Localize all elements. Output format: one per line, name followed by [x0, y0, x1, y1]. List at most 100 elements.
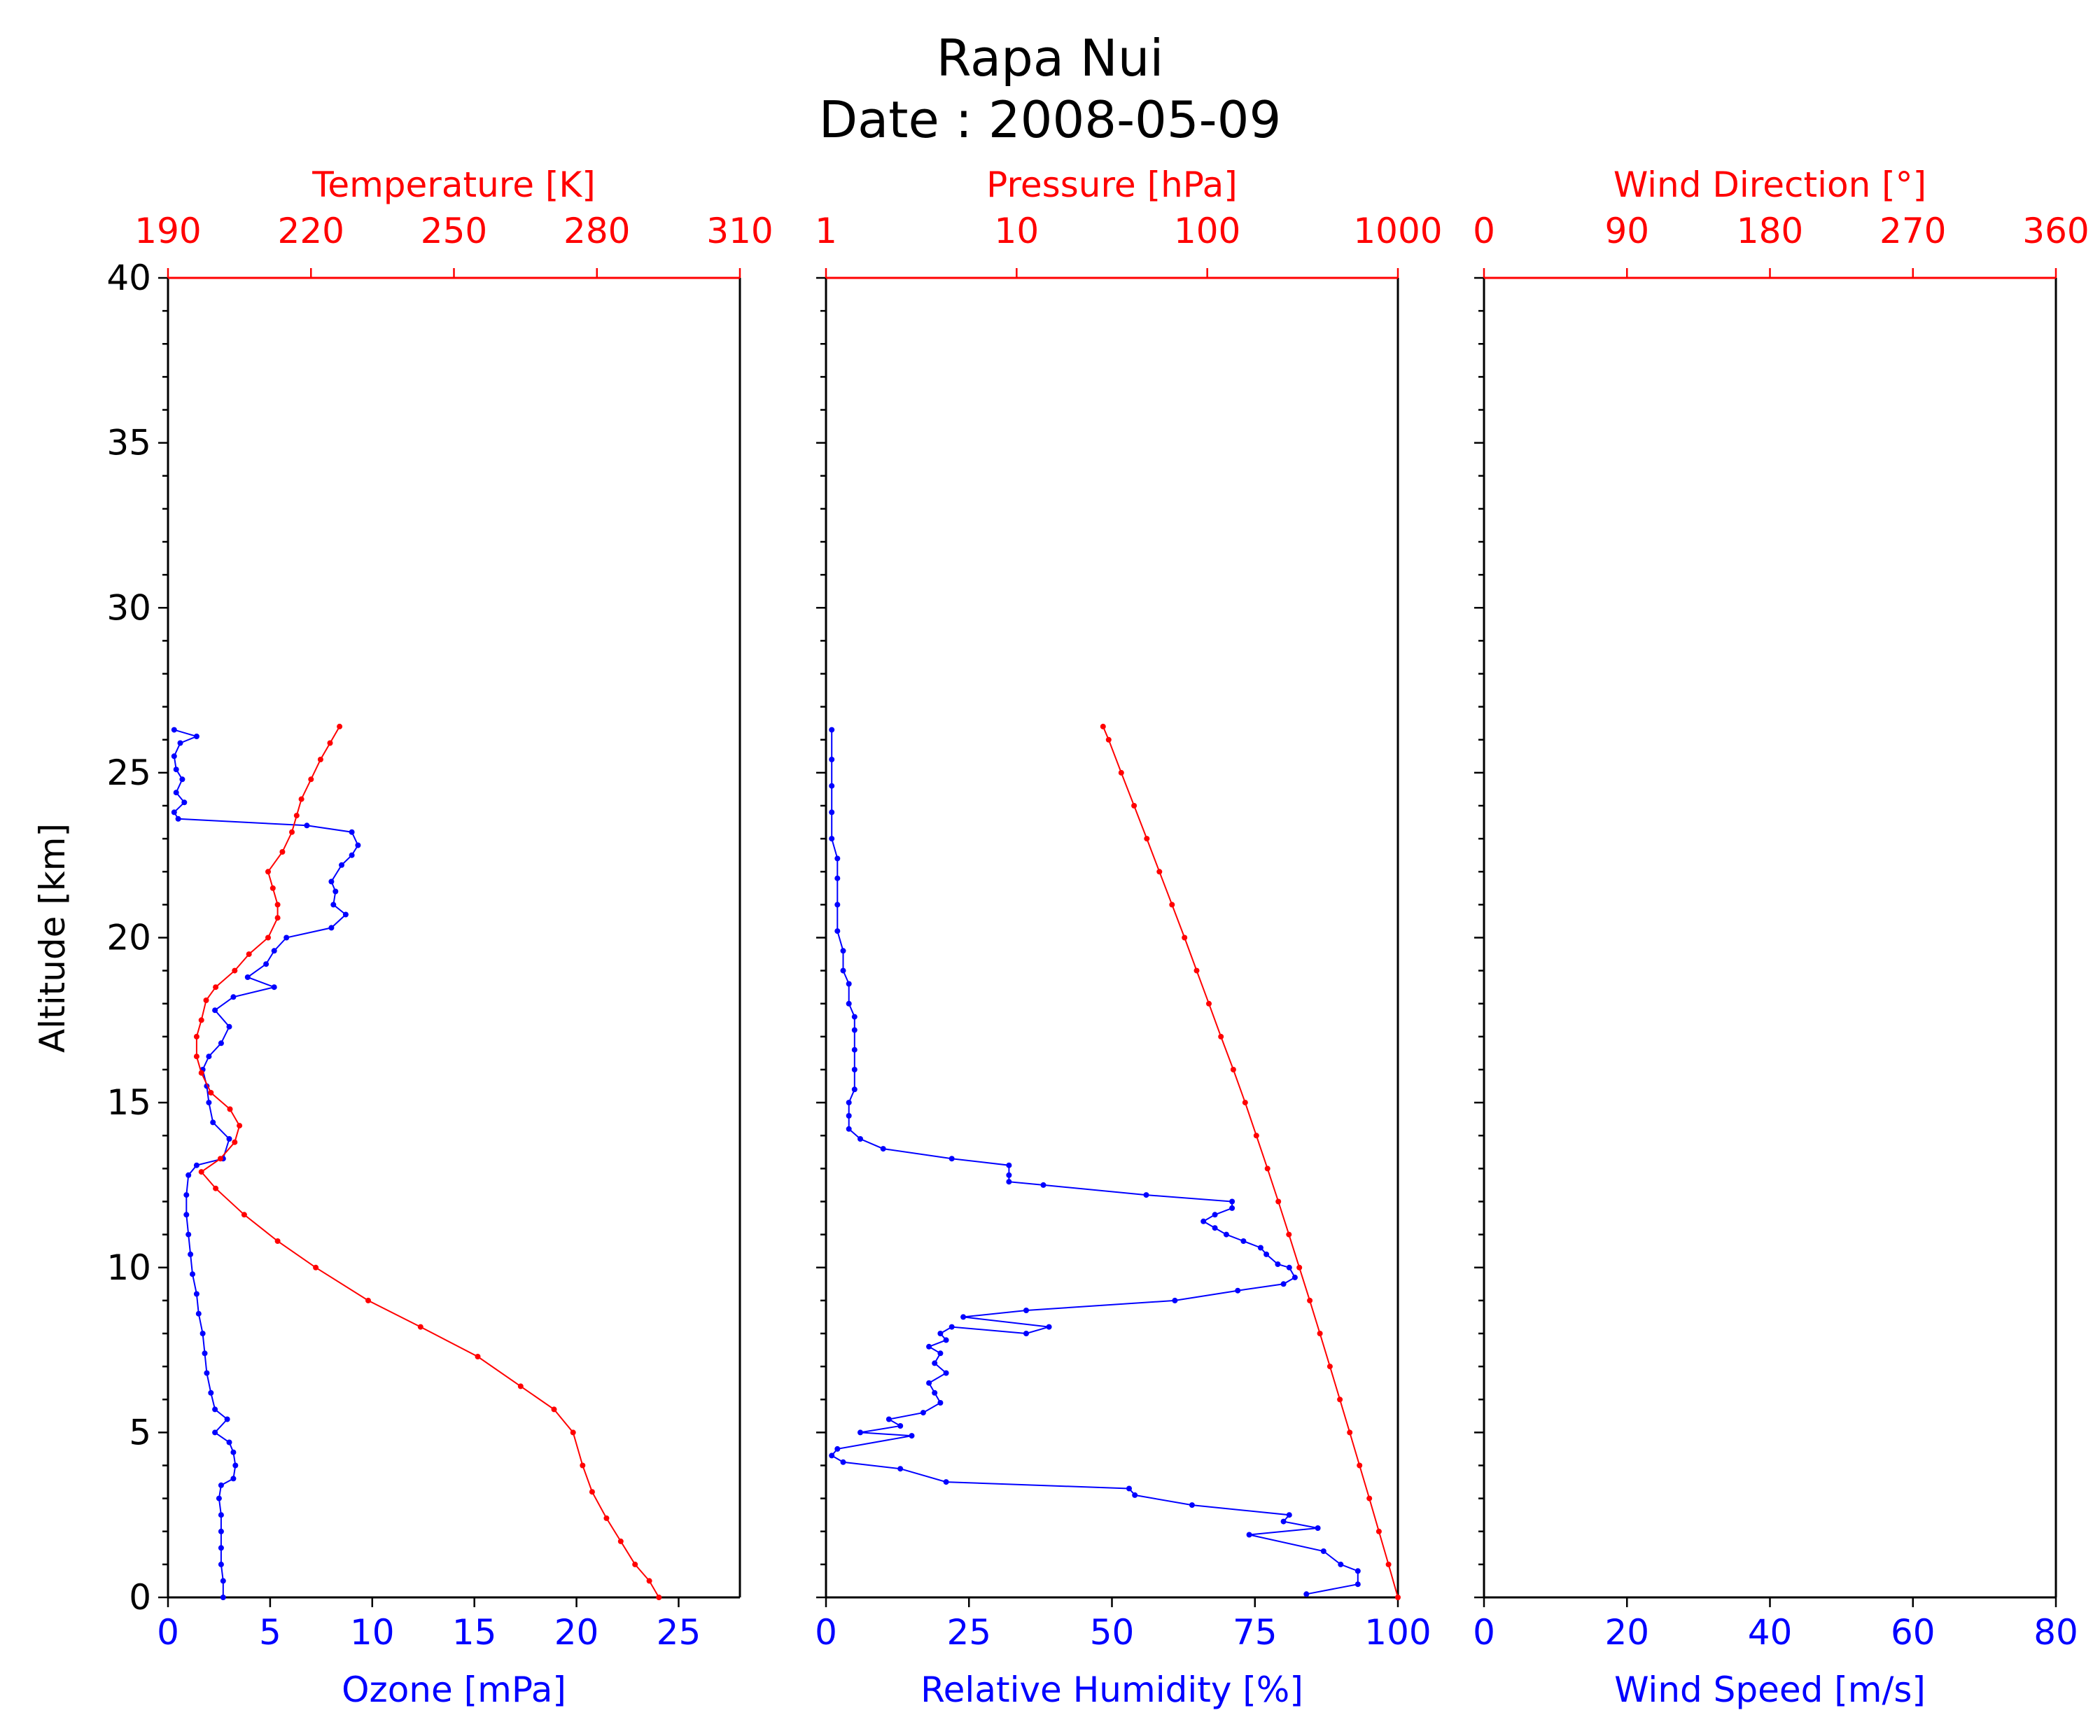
- series-point-0: [851, 1086, 858, 1093]
- series-point-0: [226, 1136, 232, 1142]
- series-point-1: [1218, 1033, 1224, 1040]
- x-bottom-tick-label: 75: [1233, 1612, 1278, 1653]
- series-point-0: [829, 1452, 835, 1459]
- x-top-axis-label: Temperature [K]: [312, 164, 595, 205]
- series-point-0: [1354, 1581, 1361, 1588]
- series-point-1: [1242, 1100, 1248, 1106]
- x-top-tick-label: 280: [564, 211, 630, 251]
- series-point-1: [570, 1429, 576, 1436]
- series-point-1: [1366, 1495, 1373, 1502]
- series-point-0: [208, 1390, 214, 1396]
- series-point-0: [342, 911, 349, 918]
- panel-wind: 0 20 40 60 80 Wind Speed [m/s] 0 90 180 270 360 Win…: [1473, 164, 2090, 1710]
- panel-ozone-temperature: 0 5 10 15 20 25 30 35 40 0 5 10 15 20 25 Ozone [mPa] 190…: [106, 164, 773, 1710]
- series-point-0: [886, 1416, 892, 1422]
- x-bottom-axis-label: Wind Speed [m/s]: [1614, 1670, 1926, 1710]
- series-point-0: [339, 862, 344, 868]
- x-top-tick-label: 360: [2022, 211, 2089, 251]
- series-point-1: [193, 1033, 200, 1040]
- series-point-1: [1264, 1166, 1270, 1172]
- y-tick-label: 25: [106, 752, 151, 793]
- x-top-tick-label: 90: [1604, 211, 1649, 251]
- series-point-0: [218, 1482, 224, 1488]
- series-point-0: [834, 928, 841, 934]
- x-bottom-tick-label: 5: [259, 1612, 281, 1653]
- series-point-1: [656, 1595, 662, 1600]
- y-tick-label: 35: [106, 423, 151, 463]
- series-point-0: [1223, 1231, 1229, 1238]
- series-point-0: [1023, 1331, 1029, 1336]
- series-point-1: [1385, 1561, 1392, 1567]
- series-point-0: [1286, 1264, 1292, 1270]
- x-bottom-tick-label: 0: [815, 1612, 837, 1653]
- series-point-0: [1338, 1561, 1344, 1567]
- series-point-1: [317, 757, 323, 762]
- series-point-0: [846, 1113, 852, 1119]
- series-point-0: [937, 1331, 944, 1336]
- series-point-0: [1212, 1212, 1218, 1218]
- series-point-1: [298, 796, 304, 802]
- x-top-tick-label: 0: [1473, 211, 1495, 251]
- series-point-1: [203, 997, 209, 1003]
- series-point-0: [188, 1251, 194, 1257]
- series-point-0: [1229, 1198, 1236, 1205]
- series-point-1: [1131, 803, 1138, 808]
- series-point-0: [829, 727, 835, 733]
- series-point-0: [1257, 1245, 1264, 1251]
- series-point-0: [230, 1476, 237, 1482]
- series-point-1: [1376, 1528, 1382, 1534]
- series-point-0: [937, 1350, 944, 1357]
- y-tick-label: 30: [106, 587, 151, 628]
- series-point-0: [846, 981, 852, 987]
- series-point-0: [218, 1545, 224, 1551]
- x-bottom-tick-label: 20: [554, 1612, 599, 1653]
- series-point-1: [293, 813, 300, 819]
- series-point-0: [932, 1360, 938, 1366]
- series-point-0: [230, 994, 237, 1000]
- series-point-0: [210, 1119, 216, 1126]
- series-point-0: [271, 984, 277, 990]
- series-point-1: [246, 951, 252, 958]
- series-point-1: [1253, 1133, 1259, 1139]
- x-top-tick-label: 270: [1879, 211, 1946, 251]
- series-point-0: [330, 902, 337, 908]
- series-point-0: [304, 822, 310, 829]
- x-bottom-tick-label: 40: [1748, 1612, 1793, 1653]
- series-point-0: [220, 1595, 226, 1600]
- series-point-0: [263, 961, 270, 967]
- series-point-1: [308, 776, 314, 783]
- series-point-0: [1229, 1205, 1236, 1211]
- series-line-0: [830, 729, 1359, 1595]
- series-point-0: [834, 875, 841, 881]
- x-bottom-tick-label: 15: [452, 1612, 497, 1653]
- series-point-1: [517, 1383, 524, 1390]
- x-bottom-tick-label: 60: [1891, 1612, 1935, 1653]
- series-point-0: [218, 1512, 224, 1518]
- x-bottom-axis-label: Relative Humidity [%]: [920, 1670, 1303, 1710]
- series-point-1: [313, 1264, 319, 1270]
- series-point-1: [279, 849, 286, 855]
- series-point-1: [589, 1489, 595, 1495]
- panel-humidity-pressure: 0 25 50 75 100 Relative Humidity [%] 1 10 100 100…: [815, 164, 1443, 1710]
- series-point-1: [417, 1324, 424, 1330]
- series-point-0: [1240, 1238, 1247, 1244]
- series-line-1: [195, 726, 660, 1598]
- series-point-0: [183, 1192, 190, 1198]
- series-point-0: [1264, 1251, 1270, 1257]
- series-point-0: [1006, 1179, 1012, 1185]
- series-point-1: [289, 829, 295, 835]
- series-point-0: [851, 1067, 858, 1072]
- series-point-0: [851, 1027, 858, 1033]
- series-point-0: [175, 816, 181, 822]
- series-point-1: [217, 1156, 223, 1162]
- series-point-0: [834, 902, 841, 908]
- series-point-1: [1357, 1462, 1363, 1469]
- series-point-1: [1156, 869, 1163, 875]
- series-point-1: [1347, 1429, 1353, 1436]
- series-point-0: [232, 1462, 239, 1469]
- series-point-0: [1286, 1512, 1292, 1518]
- series-point-1: [193, 1054, 200, 1060]
- series-point-0: [349, 829, 355, 835]
- series-point-0: [846, 1100, 852, 1106]
